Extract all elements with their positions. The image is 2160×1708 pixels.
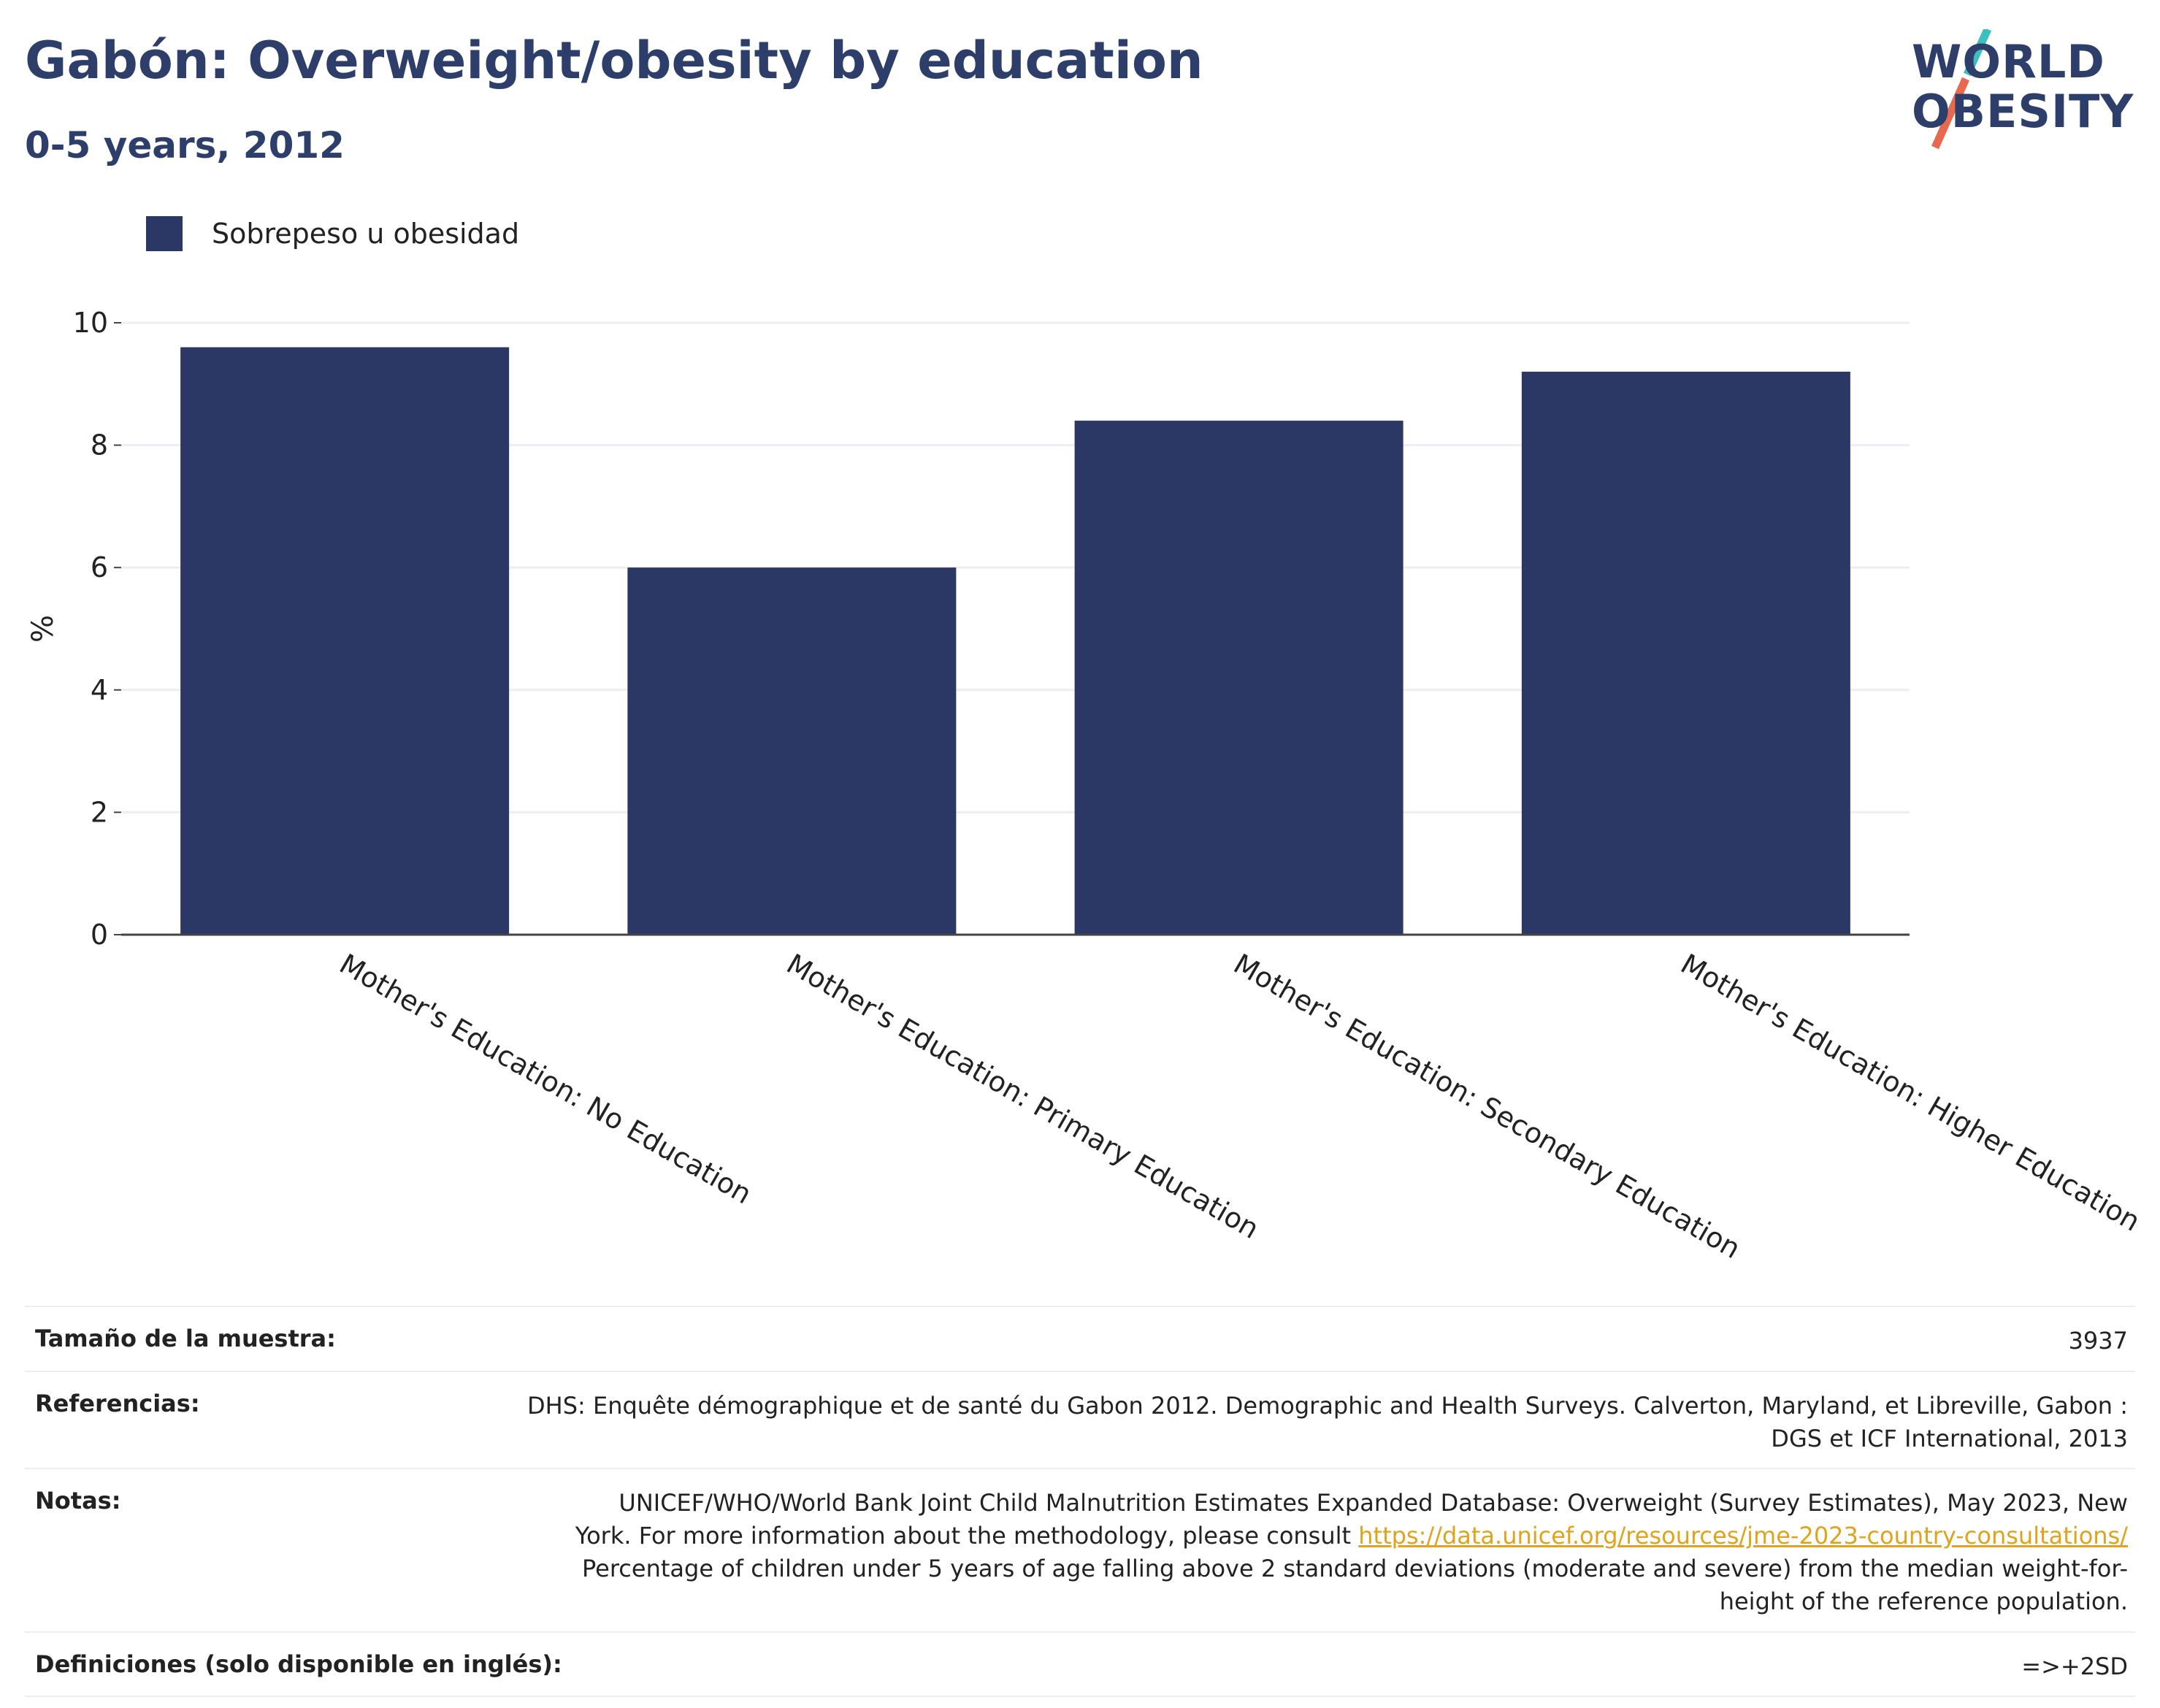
notes-label: Notas: — [35, 1487, 121, 1515]
sample-label: Tamaño de la muestra: — [35, 1325, 336, 1352]
logo-slash-top — [1963, 29, 1992, 77]
methodology-link[interactable]: https://data.unicef.org/resources/jme-20… — [1358, 1522, 2128, 1550]
legend[interactable]: Sobrepeso u obesidad — [146, 216, 519, 251]
logo-slash-bottom — [1931, 77, 1970, 150]
definitions-value: =>+2SD — [2021, 1652, 2128, 1680]
notes-line-3: Percentage of children under 5 years of … — [582, 1554, 2128, 1582]
y-tick-label: 4 — [91, 674, 108, 706]
references-line-1: DHS: Enquête démographique et de santé d… — [527, 1391, 2128, 1420]
logo-text-world: WORLD — [1912, 35, 2105, 88]
info-row-references: Referencias: DHS: Enquête démographique … — [25, 1370, 2135, 1468]
y-axis-label: % — [26, 615, 60, 643]
chart-subtitle: 0-5 years, 2012 — [25, 124, 345, 166]
y-tick-label: 10 — [73, 307, 108, 339]
x-tick-label: Mother's Education: Primary Education — [781, 948, 1265, 1245]
info-row-notes: Notas: UNICEF/WHO/World Bank Joint Child… — [25, 1468, 2135, 1631]
y-tick-label: 2 — [91, 796, 108, 828]
x-tick-label: Mother's Education: Higher Education — [1675, 948, 2145, 1238]
chart-title: Gabón: Overweight/obesity by education — [25, 31, 1203, 91]
info-table: Tamaño de la muestra: 3937 Referencias: … — [25, 1306, 2135, 1698]
notes-line-1: UNICEF/WHO/World Bank Joint Child Malnut… — [618, 1489, 2128, 1517]
bars — [180, 347, 1850, 935]
legend-swatch — [146, 216, 183, 251]
bar[interactable] — [180, 347, 510, 935]
notes-line-2: York. For more information about the met… — [575, 1522, 1359, 1550]
y-tick-label: 6 — [91, 551, 108, 583]
bar[interactable] — [1074, 421, 1403, 935]
y-tick-label: 8 — [91, 429, 108, 462]
bar[interactable] — [1521, 372, 1850, 935]
bar[interactable] — [627, 567, 957, 935]
references-line-2: DGS et ICF International, 2013 — [1771, 1424, 2128, 1452]
x-tick-label: Mother's Education: Secondary Education — [1228, 948, 1746, 1265]
notes-line-4: height of the reference population. — [1719, 1587, 2128, 1615]
references-label: Referencias: — [35, 1389, 200, 1417]
logo-slash-icon — [1931, 29, 1992, 150]
logo-text-obesity: OBESITY — [1912, 85, 2134, 138]
info-row-sample: Tamaño de la muestra: 3937 — [25, 1306, 2135, 1371]
y-tick-label: 0 — [91, 919, 108, 951]
sample-value: 3937 — [2068, 1327, 2128, 1355]
info-row-definitions: Definiciones (solo disponible en inglés)… — [25, 1631, 2135, 1698]
x-tick-label: Mother's Education: No Education — [334, 948, 757, 1211]
references-value: DHS: Enquête démographique et de santé d… — [527, 1390, 2128, 1455]
legend-label: Sobrepeso u obesidad — [212, 218, 520, 250]
notes-value: UNICEF/WHO/World Bank Joint Child Malnut… — [575, 1487, 2128, 1617]
world-obesity-logo: WORLD OBESITY — [1899, 29, 2140, 153]
definitions-label: Definiciones (solo disponible en inglés)… — [35, 1650, 562, 1678]
